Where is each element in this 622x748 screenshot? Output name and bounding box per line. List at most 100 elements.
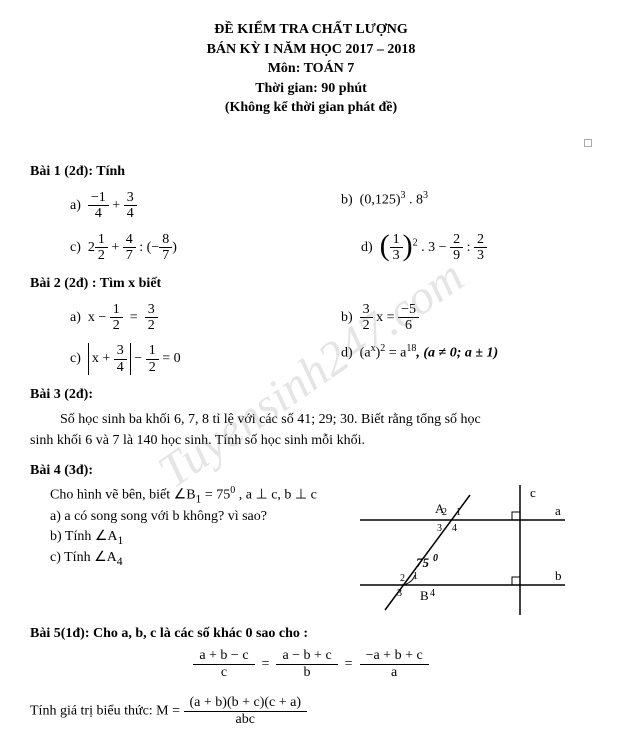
frac-den: 6 [398, 318, 419, 333]
bai1-title: Bài 1 (2đ): Tính [30, 164, 592, 180]
bai1-d: d) (13)2 . 3 − 29 : 23 [301, 232, 592, 264]
op: . 8 [409, 193, 423, 208]
sub: 1 [118, 533, 124, 546]
svg-text:75: 75 [416, 555, 430, 570]
bai1-row1: a) −14 + 34 b) (0,125)3 . 83 [30, 190, 592, 222]
label-d: d) [341, 346, 353, 361]
a-label: a [555, 503, 561, 518]
frac-den: 4 [124, 206, 137, 221]
frac-den: 2 [360, 318, 373, 333]
frac-num: a + b − c [193, 648, 254, 665]
expr: x − [88, 310, 106, 325]
svg-text:3: 3 [397, 588, 402, 599]
frac-num: 1 [110, 302, 123, 318]
frac-den: abc [184, 712, 308, 728]
frac-num: (a + b)(b + c)(c + a) [184, 695, 308, 712]
frac-den: 2 [95, 248, 108, 263]
op: . 3 − [421, 240, 446, 255]
label-c: c) [70, 351, 81, 366]
bai4-left: Cho hình vẽ bên, biết ∠B1 = 750 , a ⊥ c,… [30, 485, 330, 620]
bai1-a: a) −14 + 34 [30, 190, 321, 222]
bai3-title: Bài 3 (2đ): [30, 387, 592, 403]
frac-num: −5 [398, 302, 419, 318]
abs-expr: x + 34 [88, 343, 131, 375]
label-a: a) [70, 310, 81, 325]
header-line2: BÁN KỲ I NĂM HỌC 2017 – 2018 [30, 40, 592, 60]
svg-text:4: 4 [430, 588, 435, 599]
bai2-row1: a) x − 12 = 32 b) 32 x = −56 [30, 302, 592, 334]
sup: 2 [413, 237, 418, 248]
b-label: b [555, 568, 562, 583]
exam-header: ĐỀ KIỂM TRA CHẤT LƯỢNG BÁN KỲ I NĂM HỌC … [30, 20, 592, 118]
op: : (− [139, 240, 159, 255]
op: = 0 [162, 351, 180, 366]
checkbox-marker [584, 139, 592, 147]
bai4-qa: a) a có song song với b không? vì sao? [30, 509, 330, 525]
bai4-figure: c a b A 2 1 3 4 B 2 1 3 4 75 [330, 485, 570, 620]
frac-num: a − b + c [276, 648, 337, 665]
frac-num: 3 [360, 302, 373, 318]
header-line4: Thời gian: 90 phút [30, 79, 592, 99]
op: = a [389, 346, 407, 361]
frac-num: 3 [114, 343, 127, 359]
bai5-Mline: Tính giá trị biểu thức: M = (a + b)(b + … [30, 695, 592, 728]
bai2-b: b) 32 x = −56 [321, 302, 592, 334]
header-line5: (Không kể thời gian phát đề) [30, 98, 592, 118]
op: + [111, 240, 119, 255]
op: − [134, 351, 142, 366]
num: 2 [88, 240, 95, 255]
expr: (0,125) [360, 193, 401, 208]
bai4-qb: b) Tính ∠A1 [30, 528, 330, 547]
label-b: b) [341, 310, 353, 325]
expr: x + [92, 351, 110, 366]
bai4-qc: c) Tính ∠A4 [30, 549, 330, 568]
frac-den: 2 [145, 318, 158, 333]
paren: ) [403, 231, 413, 261]
bai3-text1: Số học sinh ba khối 6, 7, 8 tỉ lệ với cá… [30, 409, 592, 430]
bai4-intro: Cho hình vẽ bên, biết ∠B [50, 488, 196, 503]
op: = [130, 310, 138, 325]
B-label: B [420, 588, 429, 603]
frac-num: 1 [146, 343, 159, 359]
sup: 3 [423, 190, 428, 201]
header-line3: Môn: TOÁN 7 [30, 59, 592, 79]
expr: = 75 [205, 488, 230, 503]
frac-den: 2 [110, 318, 123, 333]
expr: x = [376, 310, 394, 325]
frac-den: 3 [390, 248, 403, 263]
paren: ( [380, 231, 390, 261]
frac-den: 7 [123, 248, 136, 263]
cond: , (a ≠ 0; a ± 1) [416, 346, 498, 361]
frac-den: a [360, 665, 429, 681]
frac-num: 3 [145, 302, 158, 318]
header-line1: ĐỀ KIỂM TRA CHẤT LƯỢNG [30, 20, 592, 40]
frac-num: 4 [123, 232, 136, 248]
sup: 18 [406, 343, 416, 354]
svg-text:2: 2 [400, 573, 405, 584]
frac-den: 2 [146, 360, 159, 375]
label-c: c) [70, 240, 81, 255]
sup: 2 [380, 343, 385, 354]
bai1-row2: c) 212 + 47 : (−87) d) (13)2 . 3 − 29 : … [30, 232, 592, 264]
op: + [112, 198, 120, 213]
bai2-d: d) (ax)2 = a18, (a ≠ 0; a ± 1) [321, 343, 592, 375]
frac-den: 4 [114, 360, 127, 375]
op: : [467, 240, 471, 255]
paren: ) [172, 240, 177, 255]
sub: 1 [196, 493, 202, 506]
frac-num: 3 [124, 190, 137, 206]
sub: 4 [117, 555, 123, 568]
svg-text:4: 4 [452, 523, 457, 534]
bai4-title: Bài 4 (3đ): [30, 463, 592, 479]
geometry-diagram: c a b A 2 1 3 4 B 2 1 3 4 75 [330, 485, 570, 615]
svg-text:3: 3 [437, 523, 442, 534]
frac-num: 1 [95, 232, 108, 248]
c-label: c [530, 485, 536, 500]
frac-num: −a + b + c [360, 648, 429, 665]
label-b: b) [341, 193, 353, 208]
frac-den: b [276, 665, 337, 681]
bai1-c: c) 212 + 47 : (−87) [30, 232, 301, 264]
svg-text:2: 2 [442, 507, 447, 518]
frac-den: c [193, 665, 254, 681]
frac-num: 1 [390, 232, 403, 248]
